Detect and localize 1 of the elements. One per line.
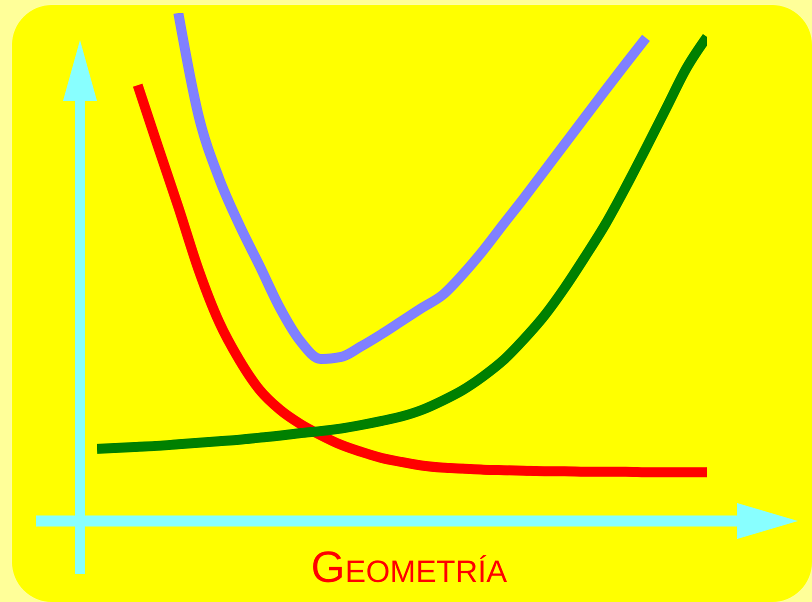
x-axis-title: Geometría	[310, 543, 508, 592]
